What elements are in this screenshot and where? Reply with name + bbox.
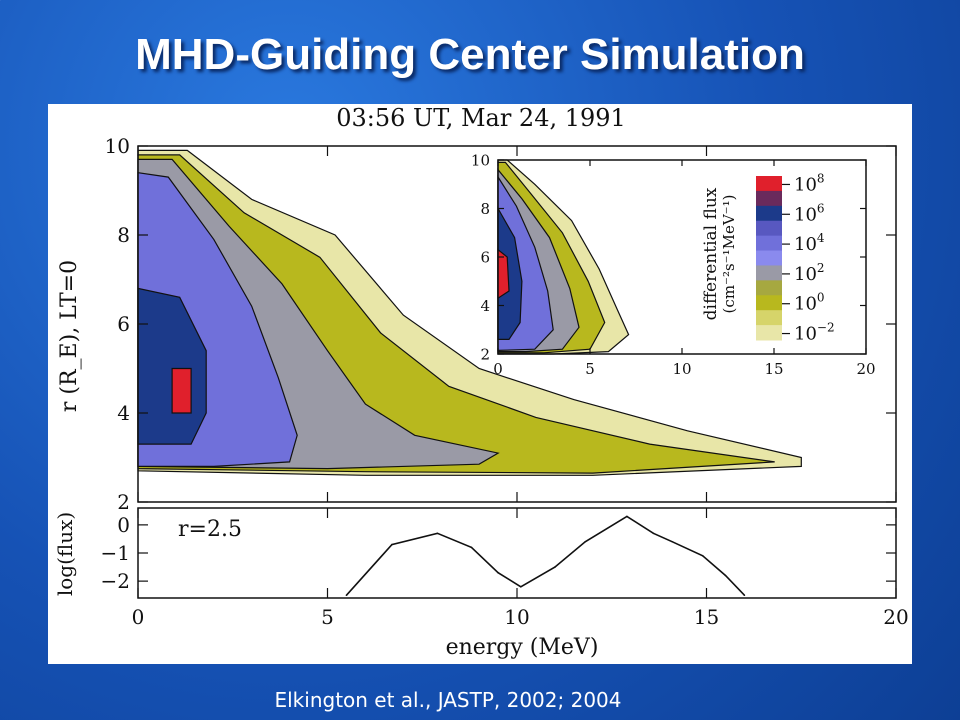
inset-axes: 0 5 10 15 20 2 4 6 8 10	[471, 151, 876, 378]
lower-y-axis-label: log(flux)	[53, 512, 77, 596]
x-tick-label: 10	[504, 605, 529, 629]
x-tick-label: 15	[694, 605, 719, 629]
y-tick-label: 2	[117, 490, 130, 514]
flux-series-point	[584, 540, 587, 543]
x-axis-label: energy (MeV)	[446, 635, 599, 660]
main-heatmap-regions	[137, 149, 802, 476]
y-tick-label: 10	[471, 151, 490, 169]
colorbar-tick-label: 100	[794, 291, 825, 315]
inset-heatmap-plot: 0 5 10 15 20 2 4 6 8 10 108 106 104 102 100 10−2	[471, 151, 876, 378]
flux-series-point	[345, 594, 348, 596]
inset-heatmap-regions	[497, 159, 866, 355]
colorbar-tick-label: 102	[794, 261, 825, 285]
y-tick-label: 0	[117, 513, 130, 537]
flux-series-point	[470, 546, 473, 549]
colorbar-segment	[756, 265, 782, 281]
flux-series-point	[391, 543, 393, 546]
lower-line-plot: 0 5 10 15 20 0 −1 −2	[101, 507, 909, 629]
flux-series-point	[724, 574, 727, 577]
x-tick-label: 15	[764, 360, 783, 378]
flux-series-point	[652, 532, 655, 535]
colorbar-segment	[756, 190, 782, 207]
colorbar-segment	[756, 205, 782, 222]
flux-series-point	[554, 566, 556, 568]
figure-panel: 2 4 6 8 10 0 5 10 15 20 2 4 6 8 10 108 106 104 102 100 10−…	[48, 104, 912, 664]
main-y-axis-label: r (R_E), LT=0	[57, 260, 82, 412]
slide-title: MHD-Guiding Center Simulation	[135, 30, 805, 79]
colorbar-label-line-2: (cm⁻²s⁻¹MeV⁻¹)	[720, 195, 738, 314]
main-heatmap-plot: 2 4 6 8 10	[105, 134, 897, 514]
x-tick-label: 20	[883, 605, 908, 629]
x-tick-label: 5	[585, 360, 595, 378]
colorbar-segment	[756, 295, 782, 311]
flux-series-point	[436, 532, 439, 535]
x-tick-label: 10	[672, 360, 691, 378]
plot-title: 03:56 UT, Mar 24, 1991	[336, 104, 626, 132]
y-tick-label: −1	[101, 541, 130, 565]
citation: Elkington et al., JASTP, 2002; 2004	[274, 688, 622, 712]
colorbar-segment	[756, 176, 782, 192]
flux-series-point	[497, 571, 499, 574]
y-tick-label: −2	[101, 569, 130, 593]
x-tick-label: 5	[321, 605, 334, 629]
colorbar-tick-label: 10−2	[794, 321, 835, 345]
x-tick-label: 20	[856, 360, 875, 378]
colorbar: 108 106 104 102 100 10−2	[756, 171, 835, 345]
y-tick-label: 8	[480, 200, 490, 218]
colorbar-tick-label: 104	[794, 231, 825, 255]
flux-series-point	[743, 594, 746, 596]
lower-axes: 0 5 10 15 20 0 −1 −2	[101, 507, 909, 629]
flux-series-point	[671, 540, 674, 543]
y-tick-label: 8	[117, 223, 130, 247]
x-tick-label: 0	[132, 605, 145, 629]
colorbar-label-line-1: differential flux	[701, 187, 721, 320]
y-tick-label: 4	[117, 401, 130, 425]
x-tick-label: 0	[493, 360, 503, 378]
flux-series-line	[345, 515, 745, 596]
colorbar-segment	[756, 250, 782, 266]
y-tick-label: 2	[480, 345, 490, 363]
lower-annotation: r=2.5	[178, 517, 242, 542]
main-axes: 2 4 6 8 10	[105, 134, 897, 514]
colorbar-tick-label: 108	[794, 171, 825, 195]
y-tick-label: 6	[480, 248, 490, 266]
y-tick-label: 6	[117, 312, 130, 336]
flux-series-point	[519, 585, 522, 588]
y-tick-label: 10	[105, 134, 130, 158]
flux-series-point	[626, 515, 628, 518]
y-tick-label: 4	[480, 297, 490, 315]
colorbar-segment	[756, 325, 782, 341]
colorbar-segment	[756, 235, 782, 252]
flux-series-point	[701, 555, 704, 557]
colorbar-tick-label: 106	[794, 201, 825, 225]
colorbar-segment	[756, 220, 782, 237]
colorbar-segment	[756, 310, 782, 326]
contour-region-10e8	[171, 367, 192, 414]
colorbar-segment	[756, 280, 782, 296]
